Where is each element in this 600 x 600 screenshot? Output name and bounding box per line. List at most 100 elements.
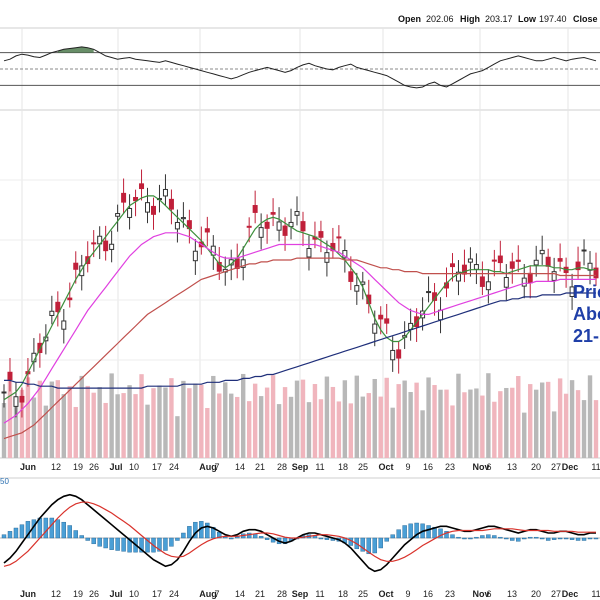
x-tick-label: Sep [292, 589, 309, 599]
volume-bar [1, 403, 7, 458]
volume-bar [581, 400, 587, 458]
volume-bar [306, 402, 312, 458]
volume-panel [1, 373, 599, 458]
macd-histogram-bar [426, 525, 431, 539]
price-annotation: Pric Abo 21- [573, 282, 600, 346]
volume-bar [91, 392, 96, 458]
macd-histogram-bar [516, 537, 521, 542]
candle-body [13, 396, 19, 407]
volume-bar [258, 396, 264, 458]
moving-average-line [4, 292, 596, 389]
macd-histogram-bar [91, 537, 96, 545]
volume-bar [235, 396, 240, 458]
volume-bar [264, 387, 270, 458]
x-tick-label: 26 [89, 589, 99, 599]
macd-label: 50 [0, 477, 9, 486]
volume-bar [450, 405, 455, 458]
macd-histogram-bar [492, 535, 497, 539]
candle-body [539, 249, 545, 255]
volume-bar [498, 391, 503, 458]
candle-body [127, 207, 133, 218]
volume-bar [402, 380, 407, 458]
macd-histogram-bar [486, 534, 491, 539]
volume-bar [25, 377, 31, 458]
macd-histogram-bar [163, 537, 168, 551]
macd-histogram-bar [462, 537, 467, 540]
x-tick-label: 20 [531, 462, 541, 472]
candle-body [581, 249, 587, 252]
x-tick-label: 7 [214, 589, 219, 599]
volume-bar [318, 399, 324, 458]
volume-bar [420, 410, 425, 458]
macd-histogram-bar [587, 537, 593, 540]
x-tick-label: 23 [445, 462, 455, 472]
macd-histogram-bar [390, 534, 395, 539]
price-panel [1, 169, 599, 440]
volume-bar [480, 395, 485, 458]
candle-body [324, 252, 330, 263]
high-value: 203.17 [485, 14, 513, 24]
volume-bar [97, 387, 102, 458]
macd-histogram-bar [396, 529, 401, 539]
volume-bar [205, 407, 210, 458]
x-tick-label: 26 [89, 462, 99, 472]
candle-body [7, 371, 13, 381]
candle-body [557, 258, 563, 262]
x-tick-label: 9 [405, 462, 410, 472]
x-tick-label: 18 [338, 589, 348, 599]
candle-body [264, 221, 270, 229]
candle-body [515, 259, 521, 262]
candle-body [521, 277, 527, 287]
x-tick-label: Nov [472, 589, 489, 599]
volume-bar [79, 375, 84, 458]
annotation-line-3: 21- [573, 326, 599, 346]
macd-histogram-bar [414, 522, 419, 539]
x-tick-label: 12 [51, 589, 61, 599]
x-tick-label: 6 [486, 462, 491, 472]
volume-bar [378, 396, 383, 458]
volume-bar [366, 393, 371, 458]
macd-histogram-bar [551, 537, 557, 540]
annotation-line-1: Pric [573, 282, 600, 302]
volume-bar [193, 383, 198, 458]
x-tick-label: 10 [129, 462, 139, 472]
macd-histogram-bar [67, 525, 72, 539]
volume-bar [127, 385, 132, 458]
macd-histogram-bar [450, 534, 455, 539]
volume-bar [492, 401, 497, 458]
candle-body [426, 291, 432, 294]
x-tick-label: 12 [51, 462, 61, 472]
macd-histogram-bar [408, 523, 413, 539]
candle-body [294, 211, 300, 216]
volume-bar [426, 377, 431, 458]
candle-body [509, 261, 515, 269]
candle-body [180, 217, 186, 220]
candle-body [318, 231, 324, 238]
candle-body [91, 242, 97, 245]
macd-histogram-bar [360, 537, 365, 552]
macd-histogram-bar [169, 537, 174, 547]
volume-bar [414, 382, 419, 458]
candle-body [258, 227, 264, 238]
macd-histogram-bar [97, 537, 102, 547]
macd-histogram-bar [378, 537, 383, 549]
candle-body [479, 276, 485, 287]
candle-body [593, 267, 599, 279]
macd-histogram-bar [366, 537, 371, 555]
x-tick-label: 23 [445, 589, 455, 599]
volume-bar [85, 385, 90, 458]
x-tick-label: 14 [235, 462, 245, 472]
macd-histogram-bar [474, 536, 479, 539]
x-tick-label: Dec [562, 589, 579, 599]
candle-body [192, 250, 198, 262]
candle-body [438, 309, 444, 321]
candle-body [139, 183, 145, 190]
macd-histogram-bar [324, 537, 330, 540]
candle-body [378, 314, 384, 320]
x-tick-label: Aug [199, 462, 217, 472]
x-tick-label: 16 [423, 462, 433, 472]
volume-bar [312, 384, 318, 458]
volume-bar [13, 399, 19, 458]
x-tick-label: Oct [378, 589, 393, 599]
